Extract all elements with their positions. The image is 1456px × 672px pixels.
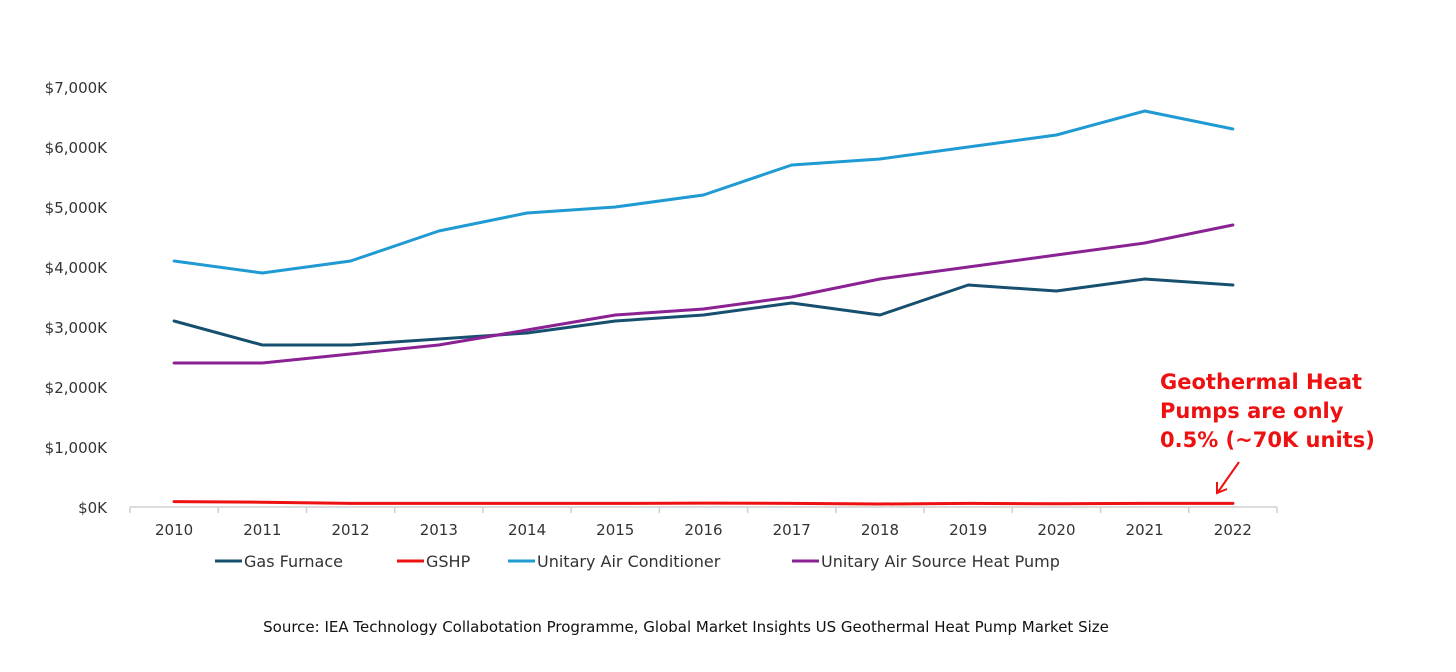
annotation-line-1: Geothermal Heat <box>1160 370 1362 394</box>
legend: Gas Furnace GSHP Unitary Air Conditioner Un… <box>215 552 1060 571</box>
y-tick-label: $3,000K <box>45 319 108 337</box>
series-line-unitary-air-source-heat-pump <box>172 223 1235 365</box>
x-tick-label: 2018 <box>861 521 899 539</box>
source-note: Source: IEA Technology Collabotation Pro… <box>263 618 1109 636</box>
y-tick-label: $1,000K <box>45 439 108 457</box>
x-tick-label: 2011 <box>243 521 281 539</box>
x-tick-label: 2014 <box>508 521 546 539</box>
legend-item: Gas Furnace <box>215 552 343 571</box>
x-tick-label: 2017 <box>773 521 811 539</box>
legend-item: Unitary Air Conditioner <box>508 552 721 571</box>
y-tick-label: $2,000K <box>45 379 108 397</box>
annotation-line-2: Pumps are only <box>1160 399 1344 423</box>
series-line-unitary-air-conditioner <box>172 109 1235 275</box>
x-tick-label: 2019 <box>949 521 987 539</box>
x-tick-label: 2012 <box>331 521 369 539</box>
x-tick-label: 2022 <box>1214 521 1252 539</box>
x-tick-label: 2015 <box>596 521 634 539</box>
legend-label: Gas Furnace <box>244 552 343 571</box>
x-tick-label: 2010 <box>155 521 193 539</box>
legend-item: Unitary Air Source Heat Pump <box>792 552 1060 571</box>
y-axis-ticks: $0K $1,000K $2,000K $3,000K $4,000K $5,000K $6… <box>45 79 108 517</box>
series-line-gshp <box>172 500 1235 506</box>
x-tick-label: 2021 <box>1126 521 1164 539</box>
y-tick-label: $0K <box>78 499 108 517</box>
series-lines <box>172 109 1235 506</box>
series-line-gas-furnace <box>172 277 1235 347</box>
x-tick-label: 2020 <box>1037 521 1075 539</box>
x-tick-label: 2016 <box>684 521 722 539</box>
y-tick-label: $7,000K <box>45 79 108 97</box>
annotation-arrow-icon <box>1216 461 1240 495</box>
y-tick-label: $6,000K <box>45 139 108 157</box>
y-tick-label: $4,000K <box>45 259 108 277</box>
annotation-line-3: 0.5% (~70K units) <box>1160 428 1375 452</box>
y-tick-label: $5,000K <box>45 199 108 217</box>
legend-label: Unitary Air Source Heat Pump <box>821 552 1060 571</box>
x-tick-label: 2013 <box>420 521 458 539</box>
legend-label: Unitary Air Conditioner <box>537 552 721 571</box>
legend-label: GSHP <box>426 552 471 571</box>
legend-item: GSHP <box>397 552 471 571</box>
annotation: Geothermal Heat Pumps are only 0.5% (~70… <box>1160 370 1375 495</box>
x-axis: 2010 2011 2012 2013 2014 2015 2016 2017 2018 2019… <box>129 506 1278 539</box>
